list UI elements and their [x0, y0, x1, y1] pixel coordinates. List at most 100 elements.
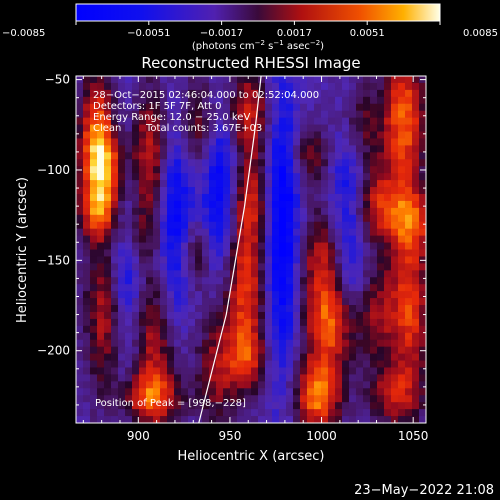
- heatmap-cell: [76, 388, 84, 396]
- heatmap-cell: [300, 180, 308, 188]
- heatmap-cell: [195, 193, 203, 202]
- heatmap-cell: [412, 367, 420, 375]
- heatmap-cell: [83, 166, 91, 174]
- heatmap-cell: [181, 256, 189, 264]
- heatmap-cell: [174, 187, 182, 195]
- heatmap-cell: [300, 277, 308, 285]
- heatmap-cell: [328, 305, 336, 313]
- heatmap-cell: [125, 374, 133, 382]
- heatmap-cell: [328, 110, 336, 119]
- heatmap-cell: [83, 235, 91, 243]
- heatmap-cell: [265, 131, 273, 139]
- heatmap-cell: [167, 409, 175, 417]
- heatmap-cell: [258, 207, 266, 216]
- heatmap-cell: [153, 207, 161, 216]
- heatmap-cell: [118, 291, 126, 299]
- heatmap-cell: [97, 193, 105, 202]
- annotations: 28−Oct−2015 02:46:04.000 to 02:52:04.000…: [93, 90, 319, 409]
- heatmap-cell: [223, 76, 231, 84]
- heatmap-cell: [125, 311, 133, 320]
- heatmap-cell: [223, 221, 231, 230]
- heatmap-cell: [146, 291, 154, 299]
- heatmap-cell: [419, 242, 426, 250]
- heatmap-cell: [111, 242, 119, 250]
- heatmap-cell: [286, 277, 294, 285]
- heatmap-cell: [300, 242, 308, 250]
- heatmap-cell: [174, 360, 182, 368]
- heatmap-cell: [314, 360, 322, 368]
- heatmap-cell: [167, 284, 175, 292]
- heatmap-cell: [97, 332, 105, 341]
- heatmap-cell: [90, 277, 98, 285]
- heatmap-cell: [139, 200, 147, 209]
- heatmap-cell: [419, 318, 426, 327]
- heatmap-cell: [384, 332, 392, 341]
- heatmap-cell: [405, 235, 413, 243]
- heatmap-cell: [167, 214, 175, 223]
- heatmap-cell: [76, 214, 84, 223]
- heatmap-cell: [125, 346, 133, 354]
- heatmap-cell: [167, 207, 175, 216]
- heatmap-cell: [307, 138, 315, 146]
- heatmap-cell: [328, 76, 336, 84]
- heatmap-cell: [251, 291, 259, 299]
- heatmap-cell: [118, 187, 126, 195]
- heatmap-cell: [321, 187, 329, 195]
- heatmap-cell: [279, 200, 287, 209]
- heatmap-cell: [125, 409, 133, 417]
- heatmap-cell: [160, 235, 168, 243]
- heatmap-cell: [391, 214, 399, 223]
- heatmap-cell: [237, 89, 245, 98]
- heatmap-cell: [125, 388, 133, 396]
- heatmap-cell: [160, 138, 168, 146]
- heatmap-cell: [398, 235, 406, 243]
- heatmap-cell: [307, 180, 315, 188]
- heatmap-cell: [321, 131, 329, 139]
- heatmap-cell: [335, 180, 343, 188]
- heatmap-cell: [160, 200, 168, 209]
- heatmap-cell: [209, 145, 217, 153]
- heatmap-cell: [188, 409, 196, 417]
- heatmap-cell: [258, 96, 266, 105]
- heatmap-cell: [370, 159, 378, 167]
- heatmap-cell: [279, 318, 287, 327]
- heatmap-cell: [153, 110, 161, 119]
- heatmap-cell: [83, 187, 91, 195]
- heatmap-cell: [202, 242, 210, 250]
- heatmap-cell: [251, 277, 259, 285]
- heatmap-cell: [307, 305, 315, 313]
- heatmap-cell: [167, 256, 175, 264]
- heatmap-cell: [307, 193, 315, 202]
- heatmap-cell: [174, 388, 182, 396]
- heatmap-cell: [97, 242, 105, 250]
- heatmap-cell: [377, 166, 385, 174]
- heatmap-cell: [321, 124, 329, 132]
- heatmap-cell: [167, 110, 175, 119]
- heatmap-cell: [314, 138, 322, 146]
- heatmap-cell: [125, 200, 133, 209]
- heatmap-cell: [412, 353, 420, 361]
- heatmap-cell: [384, 270, 392, 278]
- heatmap-cell: [391, 298, 399, 306]
- heatmap-cell: [272, 193, 280, 202]
- heatmap-cell: [279, 402, 287, 410]
- heatmap-cell: [251, 207, 259, 216]
- heatmap-cell: [195, 318, 203, 327]
- heatmap-cell: [202, 367, 210, 375]
- heatmap-cell: [237, 138, 245, 146]
- heatmap-cell: [405, 242, 413, 250]
- heatmap-cell: [146, 152, 154, 160]
- heatmap-cell: [398, 263, 406, 271]
- heatmap-cell: [167, 249, 175, 257]
- heatmap-cell: [153, 89, 161, 98]
- heatmap-cell: [216, 96, 224, 105]
- heatmap-cell: [160, 298, 168, 306]
- heatmap-cell: [356, 82, 364, 91]
- heatmap-cell: [251, 89, 259, 98]
- heatmap-cell: [314, 96, 322, 105]
- heatmap-cell: [216, 388, 224, 396]
- heatmap-cell: [181, 131, 189, 139]
- heatmap-cell: [328, 145, 336, 153]
- heatmap-cell: [398, 305, 406, 313]
- heatmap-cell: [342, 339, 350, 348]
